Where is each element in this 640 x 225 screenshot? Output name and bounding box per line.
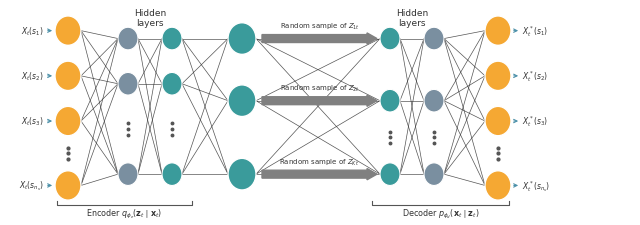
- FancyArrow shape: [262, 96, 377, 107]
- Circle shape: [55, 171, 81, 200]
- Circle shape: [485, 171, 511, 200]
- Text: $X_t(s_1)$: $X_t(s_1)$: [21, 25, 44, 38]
- Circle shape: [380, 28, 400, 51]
- Circle shape: [162, 28, 182, 51]
- Text: Encoder $q_{\phi_e}(\mathbf{z}_t \mid \mathbf{x}_t)$: Encoder $q_{\phi_e}(\mathbf{z}_t \mid \m…: [86, 207, 163, 220]
- Circle shape: [485, 17, 511, 46]
- Text: Decoder $p_{\phi_d}(\mathbf{x}_t \mid \mathbf{z}_t)$: Decoder $p_{\phi_d}(\mathbf{x}_t \mid \m…: [402, 207, 479, 220]
- Text: Hidden
layers: Hidden layers: [134, 9, 166, 28]
- Circle shape: [118, 73, 138, 96]
- Circle shape: [380, 90, 400, 112]
- Text: $X_t(s_2)$: $X_t(s_2)$: [21, 70, 44, 83]
- Circle shape: [228, 159, 256, 190]
- Circle shape: [55, 107, 81, 136]
- Text: $X_t^*(s_{n_s})$: $X_t^*(s_{n_s})$: [522, 178, 550, 193]
- Text: $X_t(s_{n_s})$: $X_t(s_{n_s})$: [19, 179, 44, 192]
- Circle shape: [118, 163, 138, 186]
- Text: $X_t(s_3)$: $X_t(s_3)$: [21, 115, 44, 128]
- Circle shape: [424, 90, 444, 112]
- Circle shape: [485, 62, 511, 91]
- Circle shape: [55, 62, 81, 91]
- Circle shape: [162, 163, 182, 186]
- Circle shape: [485, 107, 511, 136]
- Circle shape: [55, 17, 81, 46]
- Circle shape: [162, 73, 182, 96]
- Circle shape: [380, 163, 400, 186]
- Text: Random sample of $Z_{1t}$: Random sample of $Z_{1t}$: [280, 22, 360, 32]
- FancyArrow shape: [262, 34, 377, 45]
- Circle shape: [228, 86, 256, 117]
- Text: Random sample of $Z_{Kt}$: Random sample of $Z_{Kt}$: [280, 157, 360, 167]
- FancyArrow shape: [262, 169, 377, 180]
- Circle shape: [424, 28, 444, 51]
- Text: $X_t^*(s_3)$: $X_t^*(s_3)$: [522, 114, 548, 129]
- Text: Random sample of $Z_{2t}$: Random sample of $Z_{2t}$: [280, 84, 360, 94]
- Circle shape: [118, 28, 138, 51]
- Circle shape: [228, 24, 256, 55]
- Circle shape: [424, 163, 444, 186]
- Text: $X_t^*(s_1)$: $X_t^*(s_1)$: [522, 24, 548, 39]
- Text: Hidden
layers: Hidden layers: [396, 9, 428, 28]
- Text: $X_t^*(s_2)$: $X_t^*(s_2)$: [522, 69, 548, 84]
